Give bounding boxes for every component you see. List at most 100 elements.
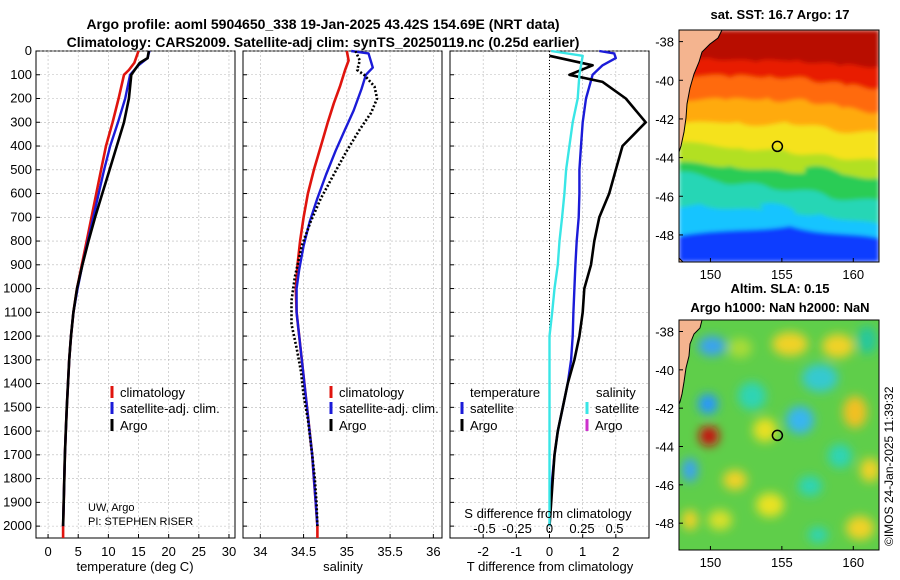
legend-climatology: climatology (120, 385, 186, 400)
y-tick-label: 1800 (3, 471, 32, 486)
sla-map-title-line2: Argo h1000: NaN h2000: NaN (690, 300, 869, 315)
y-tick-label: 300 (10, 114, 32, 129)
x-tick-label: 36 (426, 544, 440, 559)
legend-s-argo: Argo (595, 418, 622, 433)
temperature-legend: climatology satellite-adj. clim. Argo (110, 385, 220, 433)
legend-t-satellite: satellite (470, 401, 514, 416)
y-tick-label: 800 (10, 233, 32, 248)
y-tick-label: 900 (10, 257, 32, 272)
map-x-tick-label: 160 (842, 555, 864, 570)
y-tick-label: 400 (10, 138, 32, 153)
difference-x-label: T difference from climatology (467, 559, 634, 574)
legend-satellite: satellite-adj. clim. (339, 401, 439, 416)
legend-argo: Argo (339, 418, 366, 433)
y-tick-label: 1600 (3, 423, 32, 438)
x-tick-label: 5 (75, 544, 82, 559)
x-tick-label: 35.5 (377, 544, 402, 559)
x-tick-label: 20 (161, 544, 175, 559)
x-tick-label: 34.5 (291, 544, 316, 559)
map-x-tick-label: 155 (771, 267, 793, 282)
x-tick-label: 0 (546, 544, 553, 559)
map-y-tick-label: -46 (655, 478, 674, 493)
sst-map-title: sat. SST: 16.7 Argo: 17 (711, 7, 850, 22)
series-line-argo (290, 50, 379, 527)
y-tick-label: 1000 (3, 281, 32, 296)
sla-land (679, 320, 703, 405)
x-tick-label: 0 (44, 544, 51, 559)
map-y-tick-label: -44 (655, 440, 674, 455)
map-x-tick-label: 160 (842, 267, 864, 282)
map-y-tick-label: -46 (655, 189, 674, 204)
map-y-tick-label: -38 (655, 325, 674, 340)
x-tick-label: -1 (511, 544, 523, 559)
legend-s-satellite: satellite (595, 401, 639, 416)
legend-satellite: satellite-adj. clim. (120, 401, 220, 416)
map-y-tick-label: -38 (655, 35, 674, 50)
temperature-plot-frame (35, 50, 236, 539)
map-x-tick-label: 150 (700, 555, 722, 570)
figure-title-line1: Argo profile: aoml 5904650_338 19-Jan-20… (86, 16, 559, 32)
x-tick-label: 35 (340, 544, 354, 559)
legend-t-argo: Argo (470, 418, 497, 433)
map-x-tick-label: 155 (771, 555, 793, 570)
y-tick-label: 1300 (3, 352, 32, 367)
y-tick-label: 500 (10, 162, 32, 177)
x-tick-label: 25 (192, 544, 206, 559)
series-line-satellite-adj-clim (295, 49, 374, 527)
x-tick-label: 34 (253, 544, 267, 559)
series-line-t-argo (548, 54, 648, 527)
y-tick-label: 600 (10, 186, 32, 201)
sla-map (679, 320, 879, 550)
x-tick-label: 15 (131, 544, 145, 559)
difference-top-label: S difference from climatology (464, 506, 632, 521)
y-tick-label: 0 (25, 43, 32, 58)
salinity-x-label: salinity (323, 559, 363, 574)
map-y-tick-label: -42 (655, 112, 674, 127)
map-y-tick-label: -42 (655, 401, 674, 416)
y-tick-label: 1100 (4, 304, 32, 319)
credit-line2: PI: STEPHEN RISER (88, 516, 193, 528)
y-tick-label: 2000 (3, 518, 32, 533)
map-y-tick-label: -48 (655, 228, 674, 243)
map-y-tick-label: -40 (655, 73, 674, 88)
map-y-tick-label: -40 (655, 363, 674, 378)
legend-salinity-title: salinity (596, 385, 636, 400)
map-x-tick-label: 150 (700, 267, 722, 282)
map-y-tick-label: -48 (655, 516, 674, 531)
x-tick-label: 2 (612, 544, 619, 559)
sla-map-frame (678, 319, 880, 551)
sst-argo-marker (771, 140, 784, 153)
series-line-argo (61, 50, 151, 527)
salinity-legend: climatology satellite-adj. clim. Argo (329, 385, 439, 433)
y-tick-label: 1900 (3, 494, 32, 509)
x-tick-label: -2 (477, 544, 489, 559)
y-tick-label: 100 (10, 67, 32, 82)
x-tick-label: 30 (222, 544, 236, 559)
s-diff-tick-label: 0.5 (605, 521, 623, 536)
x-tick-label: 1 (579, 544, 586, 559)
temperature-x-label: temperature (deg C) (76, 559, 193, 574)
sst-map (679, 30, 879, 262)
sla-map-title-line1: Altim. SLA: 0.15 (731, 281, 830, 296)
legend-temperature-title: temperature (470, 385, 540, 400)
y-tick-label: 1700 (3, 447, 32, 462)
y-tick-label: 1500 (3, 399, 32, 414)
series-line-s-satellite (548, 49, 584, 527)
y-tick-label: 200 (10, 91, 32, 106)
s-diff-tick-label: -0.5 (473, 521, 495, 536)
y-tick-label: 1400 (3, 376, 32, 391)
x-tick-label: 10 (101, 544, 115, 559)
sst-map-frame (678, 29, 880, 263)
imos-timestamp: ©IMOS 24-Jan-2025 11:39:32 (882, 386, 896, 546)
y-tick-label: 1200 (3, 328, 32, 343)
sst-land (679, 30, 723, 153)
legend-climatology: climatology (339, 385, 405, 400)
s-diff-tick-label: 0 (546, 521, 553, 536)
credit-line1: UW, Argo (88, 502, 134, 514)
difference-legend: temperature salinity satellite Argo sate… (460, 385, 639, 433)
s-diff-tick-label: -0.25 (502, 521, 532, 536)
sla-argo-marker (771, 429, 784, 442)
map-y-tick-label: -44 (655, 151, 674, 166)
figure-title-line2: Climatology: CARS2009. Satellite-adj cli… (67, 34, 580, 50)
